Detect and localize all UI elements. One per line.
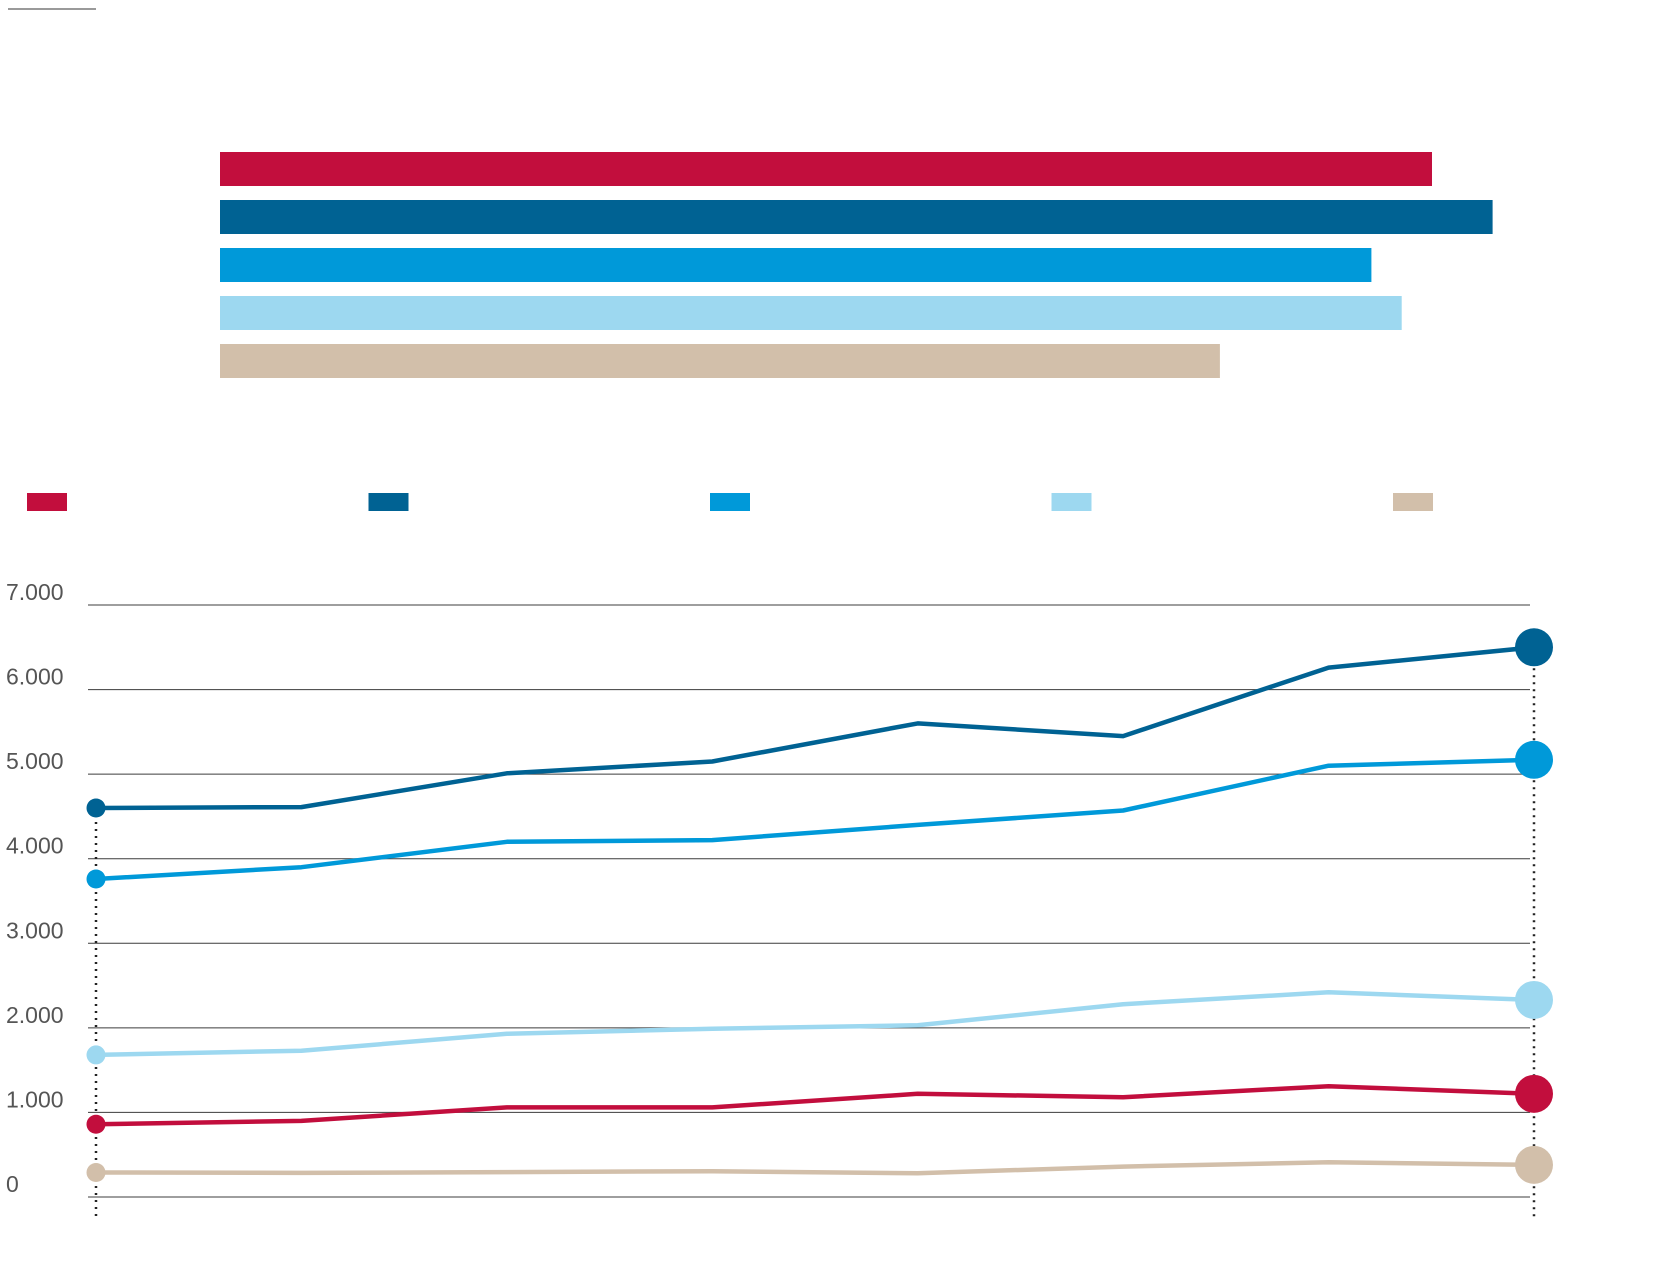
series-line-4 [93,1160,1537,1176]
bar-chart [220,152,1493,378]
legend-swatch-0 [27,493,67,511]
top-rule [8,8,96,10]
series-end-point-0 [1515,628,1553,667]
y-tick-label-0: 0 [6,1171,19,1197]
line-points [86,628,1553,1184]
bar-0 [220,152,1432,186]
legend-swatch-2 [710,493,750,511]
legend-swatch-3 [1051,493,1092,511]
line-chart-grid [88,604,1530,1198]
bar-3 [220,296,1402,330]
legend-swatch-1 [368,493,409,511]
series-line-0 [93,645,1537,811]
series-start-point-3 [86,1114,106,1134]
line-series [93,645,1537,1176]
series-start-point-1 [86,869,106,889]
y-tick-label-6: 6.000 [6,664,64,690]
series-start-point-2 [86,1045,106,1065]
y-tick-label-7: 7.000 [6,579,64,605]
y-tick-label-3: 3.000 [6,917,64,943]
series-end-point-2 [1515,980,1553,1019]
bar-2 [220,248,1372,282]
series-start-point-4 [86,1162,106,1182]
series-start-point-0 [86,798,106,818]
y-tick-label-2: 2.000 [6,1002,64,1028]
legend-swatch-4 [1393,493,1433,511]
endpoint-guides [94,647,1536,1218]
series-end-point-3 [1515,1074,1553,1113]
y-tick-label-5: 5.000 [6,748,64,774]
series-line-1 [93,757,1537,882]
y-tick-label-1: 1.000 [6,1086,64,1112]
series-line-2 [93,990,1537,1058]
series-end-point-4 [1515,1145,1553,1184]
bar-4 [220,344,1220,378]
y-axis-ticks: 0 1.000 2.000 3.000 4.000 5.000 6.000 7.000 [6,579,64,1197]
series-line-3 [93,1083,1537,1127]
bar-1 [220,200,1493,234]
legend [27,493,1433,511]
y-tick-label-4: 4.000 [6,833,64,859]
series-end-point-1 [1515,740,1553,779]
